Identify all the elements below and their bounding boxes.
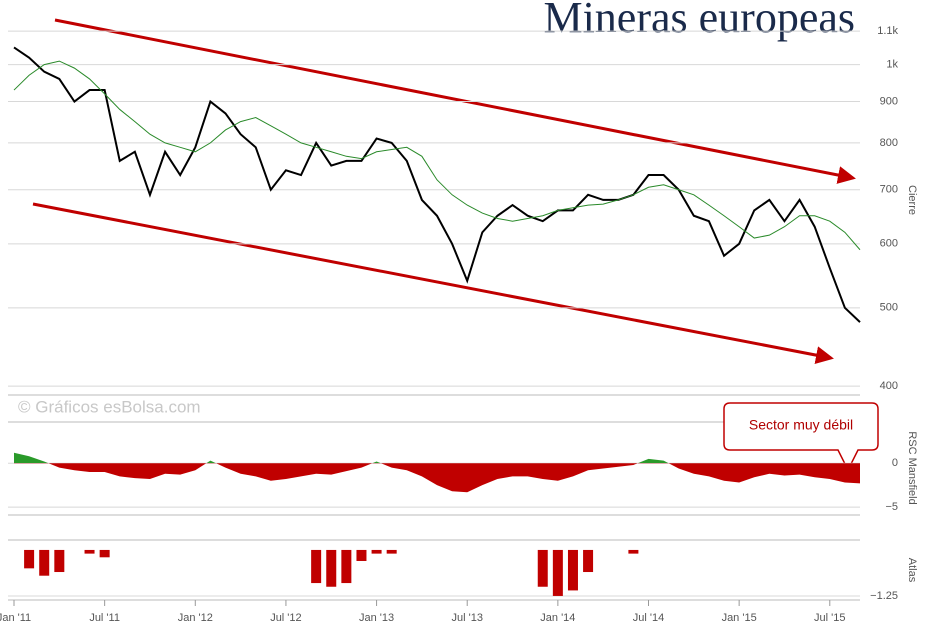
price-line	[13, 60, 861, 251]
y-tick-label: −1.25	[870, 590, 898, 602]
y-axis-title: RSC Mansfield	[906, 431, 918, 504]
bar	[84, 549, 95, 554]
y-tick-label: −5	[885, 501, 898, 513]
y-tick-label: 600	[880, 238, 898, 250]
x-tick-label: Jan '14	[540, 612, 575, 624]
x-tick-label: Jan '11	[0, 612, 31, 624]
bar	[39, 549, 50, 576]
watermark: © Gráficos esBolsa.com	[18, 397, 201, 416]
bar	[326, 549, 337, 587]
bar	[99, 549, 110, 558]
chart-title: Mineras europeas	[543, 0, 855, 42]
callout	[723, 402, 879, 472]
x-tick-label: Jan '15	[722, 612, 757, 624]
bar	[386, 549, 397, 554]
rsc-area-negative	[14, 463, 860, 493]
bar	[537, 549, 548, 587]
x-tick-label: Jul '11	[89, 612, 120, 624]
bar	[567, 549, 578, 591]
trend-arrow	[32, 202, 834, 364]
y-tick-label: 400	[880, 380, 898, 392]
bar	[24, 549, 35, 569]
y-axis-title: Atlas	[906, 558, 918, 583]
bar	[628, 549, 639, 554]
x-tick-label: Jul '12	[270, 612, 301, 624]
bar	[356, 549, 367, 561]
y-tick-label: 800	[880, 137, 898, 149]
bar	[311, 549, 322, 584]
y-tick-label: 1k	[886, 58, 898, 70]
trend-arrow	[54, 18, 856, 184]
bar	[371, 549, 382, 554]
y-tick-label: 900	[880, 95, 898, 107]
bar	[54, 549, 65, 573]
y-tick-label: 500	[880, 302, 898, 314]
price-line	[13, 46, 861, 323]
x-tick-label: Jan '13	[359, 612, 394, 624]
y-axis-title: Cierre	[906, 185, 918, 215]
x-tick-label: Jul '13	[451, 612, 482, 624]
annotation: Sector muy débil	[749, 417, 853, 433]
bar	[583, 549, 594, 573]
x-tick-label: Jan '12	[178, 612, 213, 624]
bar	[552, 549, 563, 596]
y-tick-label: 700	[880, 184, 898, 196]
bar	[341, 549, 352, 584]
x-tick-label: Jul '15	[814, 612, 845, 624]
x-tick-label: Jul '14	[633, 612, 664, 624]
y-tick-label: 1.1k	[877, 25, 898, 37]
y-tick-label: 0	[892, 457, 898, 469]
